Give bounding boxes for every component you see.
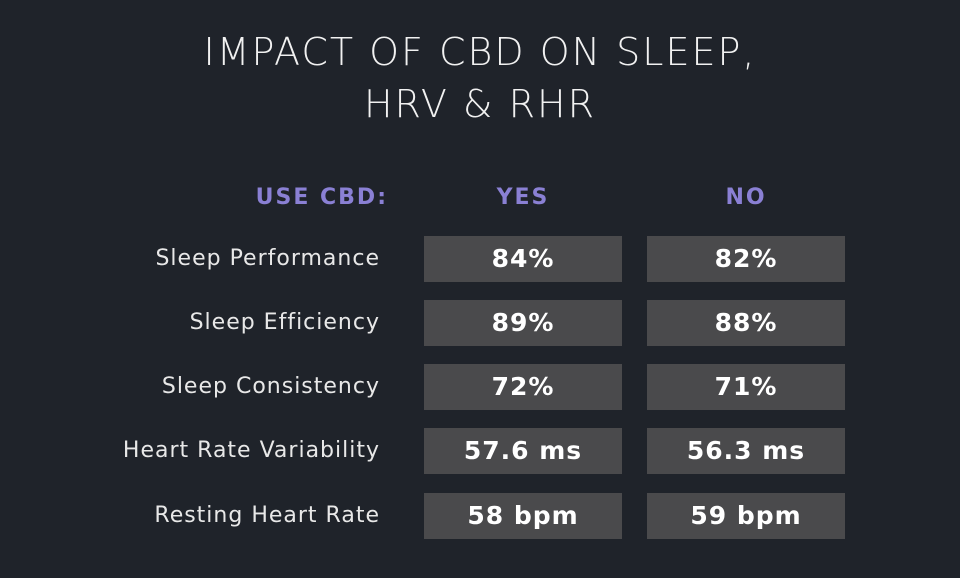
column-header-yes: YES: [496, 185, 550, 210]
chart-title-line-2: HRV & RHR: [363, 82, 597, 126]
cell-resting-heart-rate-yes: 58 bpm: [424, 493, 622, 539]
cell-resting-heart-rate-no: 59 bpm: [647, 493, 845, 539]
column-header-no: NO: [725, 185, 767, 210]
cell-heart-rate-variability-yes: 57.6 ms: [424, 428, 622, 474]
cell-sleep-efficiency-no: 88%: [647, 300, 845, 346]
cell-sleep-performance-no: 82%: [647, 236, 845, 282]
row-label-resting-heart-rate: Resting Heart Rate: [154, 503, 380, 528]
cell-sleep-efficiency-yes: 89%: [424, 300, 622, 346]
row-label-sleep-efficiency: Sleep Efficiency: [189, 310, 380, 335]
cell-sleep-consistency-no: 71%: [647, 364, 845, 410]
cell-sleep-performance-yes: 84%: [424, 236, 622, 282]
row-label-sleep-consistency: Sleep Consistency: [161, 374, 380, 399]
chart-title: IMPACT OF CBD ON SLEEP, HRV & RHR: [0, 26, 960, 130]
cell-sleep-consistency-yes: 72%: [424, 364, 622, 410]
row-label-heart-rate-variability: Heart Rate Variability: [122, 438, 380, 463]
cell-heart-rate-variability-no: 56.3 ms: [647, 428, 845, 474]
column-header-use-cbd: USE CBD:: [255, 185, 388, 210]
chart-title-line-1: IMPACT OF CBD ON SLEEP,: [203, 30, 757, 74]
row-label-sleep-performance: Sleep Performance: [155, 246, 380, 271]
